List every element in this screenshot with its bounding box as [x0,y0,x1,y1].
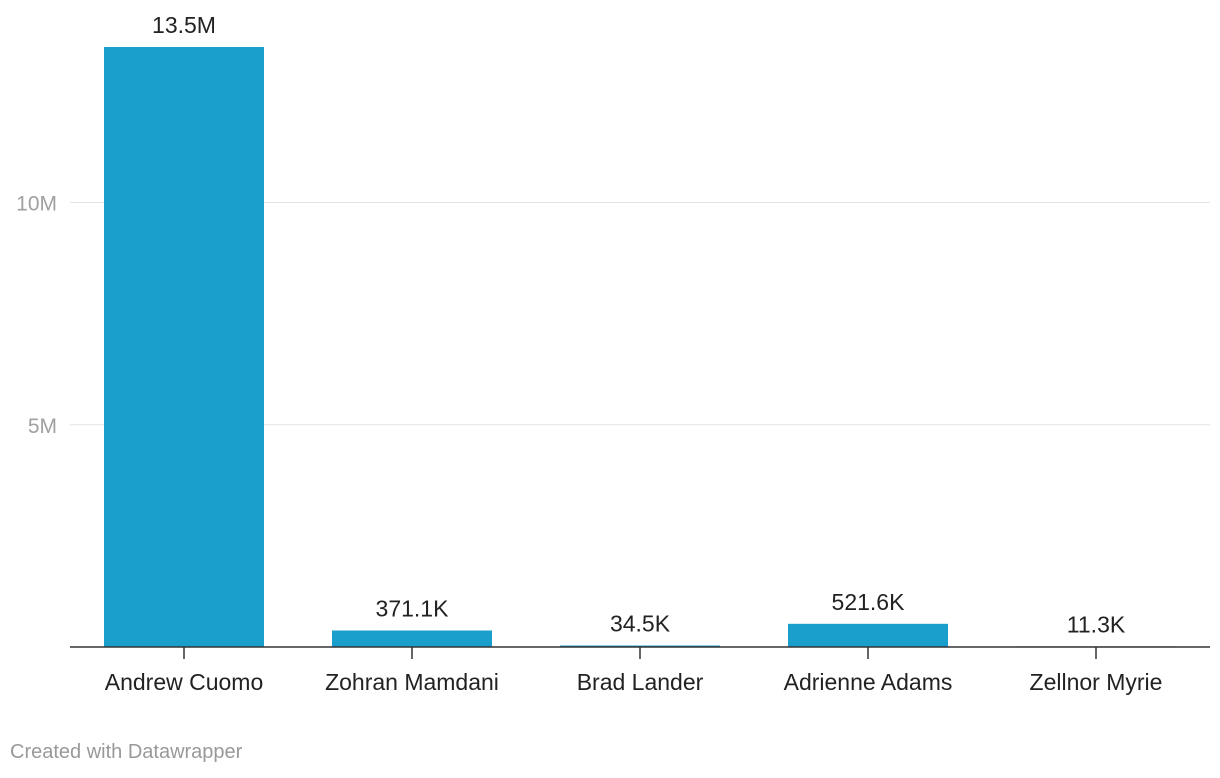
x-tick-label: Adrienne Adams [784,669,953,695]
data-label: 13.5M [152,12,216,38]
x-tick-label: Zohran Mamdani [325,669,499,695]
bars [104,47,1176,647]
x-tick-label: Andrew Cuomo [105,669,264,695]
bar [332,630,492,647]
bar [788,623,948,647]
data-label: 371.1K [376,596,450,622]
y-axis-labels: 5M 10M [16,193,57,438]
data-labels: 13.5M 371.1K 34.5K 521.6K 11.3K [152,12,1126,637]
x-tick-label: Zellnor Myrie [1030,669,1163,695]
data-label: 34.5K [610,610,671,636]
bar [560,645,720,647]
x-axis: Andrew Cuomo Zohran Mamdani Brad Lander Adr… [70,646,1210,695]
x-tick-label: Brad Lander [577,669,704,695]
y-tick-label: 10M [16,193,57,216]
data-label: 11.3K [1067,611,1126,637]
bar [104,47,264,647]
data-label: 521.6K [832,589,906,615]
y-tick-label: 5M [28,415,57,438]
credit-text: Created with Datawrapper [10,741,243,763]
